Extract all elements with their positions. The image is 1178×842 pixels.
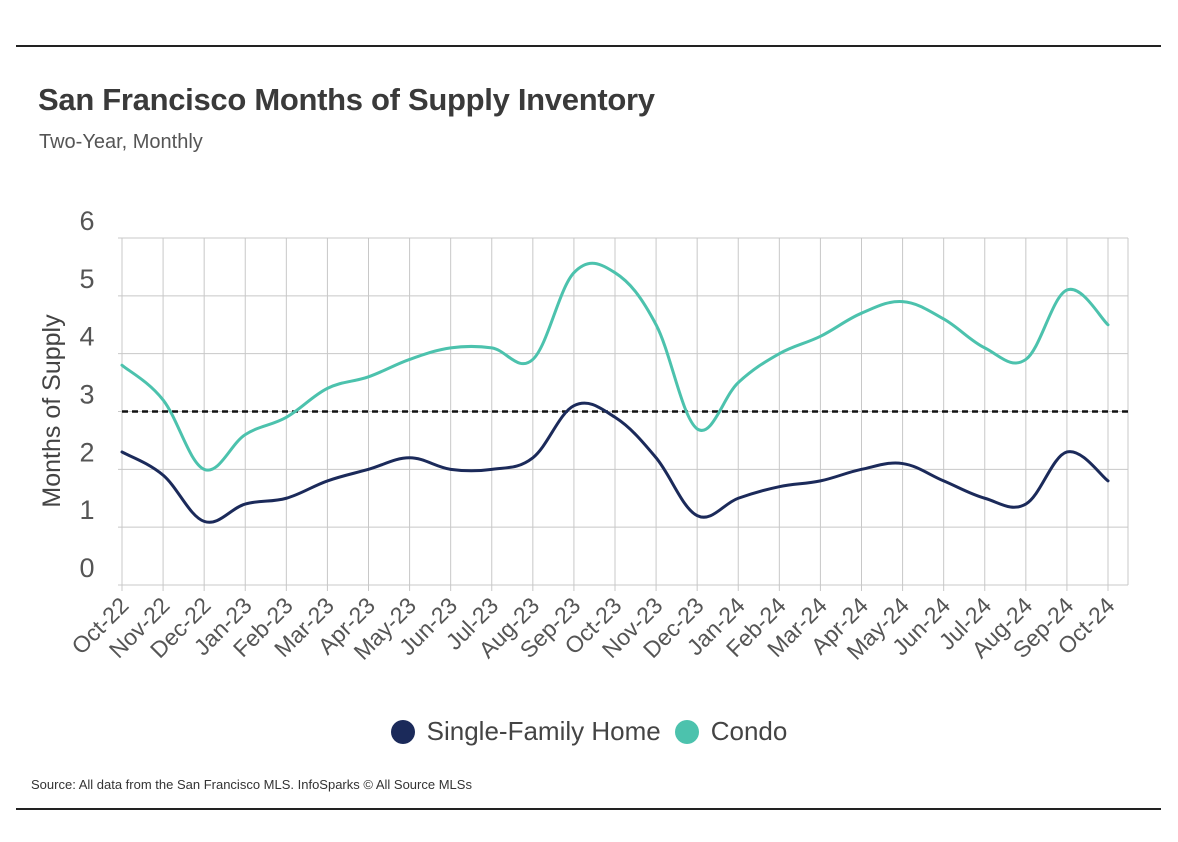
legend-label-single-family: Single-Family Home <box>426 716 661 746</box>
series-line-single-family-home <box>120 401 1110 524</box>
legend-item-single-family[interactable]: Single-Family Home <box>390 716 661 747</box>
y-tick-label: 5 <box>79 264 94 294</box>
chart-subtitle: Two-Year, Monthly <box>39 131 203 153</box>
series-lines <box>120 261 1110 524</box>
top-rule <box>16 45 1161 47</box>
y-tick-label: 6 <box>79 206 94 236</box>
bottom-rule <box>16 808 1161 810</box>
chart-title: San Francisco Months of Supply Inventory <box>38 82 655 117</box>
grid <box>118 237 1129 591</box>
line-chart: 0 1 2 3 4 5 6 Oct-22Nov-22Dec-22Jan-23Feb-23Ma… <box>38 206 1129 665</box>
legend: Single-Family Home Condo <box>0 716 1178 747</box>
legend-item-condo[interactable]: Condo <box>674 716 788 747</box>
y-tick-label: 2 <box>79 437 94 467</box>
y-tick-labels: 0 1 2 3 4 5 6 <box>79 206 94 583</box>
y-tick-label: 1 <box>79 495 94 525</box>
y-axis-label: Months of Supply <box>38 314 66 508</box>
y-tick-label: 3 <box>79 380 94 410</box>
y-tick-label: 0 <box>79 553 94 583</box>
legend-swatch-condo <box>674 719 699 744</box>
legend-label-condo: Condo <box>710 716 788 746</box>
series-line-condo <box>120 261 1110 472</box>
source-note: Source: All data from the San Francisco … <box>31 777 472 792</box>
y-tick-label: 4 <box>79 322 94 352</box>
legend-swatch-single-family <box>390 719 415 744</box>
x-tick-labels: Oct-22Nov-22Dec-22Jan-23Feb-23Mar-23Apr-… <box>66 592 1119 665</box>
